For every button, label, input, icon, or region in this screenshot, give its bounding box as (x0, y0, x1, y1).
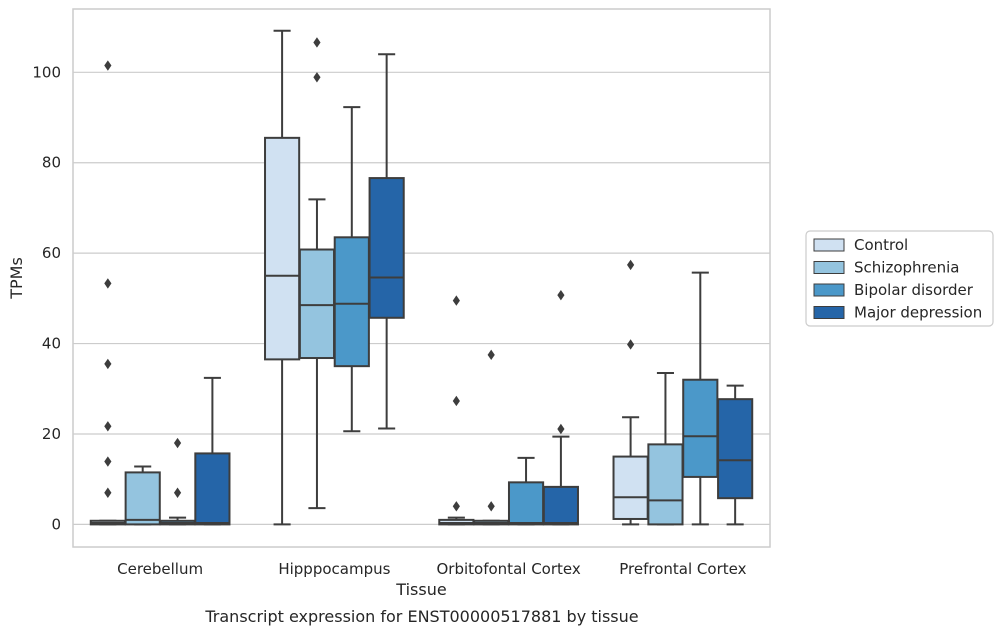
outlier-point (173, 487, 182, 498)
x-tick-label: Prefrontal Cortex (619, 560, 746, 578)
box-schizophrenia (124, 465, 161, 526)
outlier-point (487, 349, 495, 361)
legend-swatch (813, 238, 845, 252)
box-schizophrenia (473, 349, 510, 526)
outlier-point (313, 72, 321, 83)
box-bipolar-disorder (333, 106, 370, 433)
box-iqr (682, 378, 719, 478)
legend-swatch (813, 283, 845, 297)
y-tick-label: 60 (42, 244, 61, 262)
x-axis-label: Tissue (395, 580, 446, 599)
legend-label: Major depression (854, 304, 982, 322)
box-major-depression (542, 289, 579, 526)
x-tick-labels: Cerebellum Hipppocampus Orbitofontal Corte… (117, 560, 746, 578)
box-control (612, 259, 649, 526)
box-schizophrenia (298, 37, 336, 510)
outlier-point (557, 289, 565, 301)
legend-label: Bipolar disorder (854, 281, 974, 299)
box-bipolar-disorder (507, 456, 545, 526)
outlier-point (104, 358, 112, 370)
box-iqr (368, 177, 405, 319)
legend-label: Control (854, 236, 908, 254)
outlier-point (104, 60, 112, 71)
box-iqr (194, 452, 231, 526)
outlier-point (487, 501, 495, 512)
box-bipolar-disorder (159, 437, 196, 526)
outlier-point (452, 395, 460, 407)
x-tick-label: Cerebellum (117, 560, 203, 578)
y-tick-label: 100 (32, 63, 61, 81)
box-major-depression (717, 384, 754, 526)
box-iqr (717, 398, 754, 500)
x-tick-label: Hipppocampus (278, 560, 390, 578)
legend-swatch (813, 306, 845, 319)
outlier-point (313, 37, 321, 48)
box-iqr (333, 236, 370, 368)
outlier-point (452, 501, 460, 512)
box-iqr (264, 136, 301, 361)
outlier-point (173, 437, 182, 449)
outlier-point (627, 259, 635, 271)
plot-frame (72, 8, 771, 548)
y-tick-labels: 0 20 40 60 80 100 (32, 63, 61, 533)
y-axis-label: TPMs (7, 257, 26, 300)
legend-frame (805, 230, 994, 327)
outlier-point (627, 339, 635, 350)
outlier-point (104, 487, 112, 498)
box-control (89, 60, 126, 526)
y-tick-label: 80 (42, 154, 61, 172)
box-control (438, 295, 475, 526)
legend-swatch (813, 261, 845, 274)
outlier-point (104, 278, 112, 289)
y-tick-label: 0 (51, 515, 61, 533)
y-tick-label: 40 (42, 335, 61, 353)
box-iqr (647, 443, 684, 526)
legend: Control Schizophrenia Bipolar disorder Majo… (805, 230, 994, 327)
outlier-point (452, 295, 460, 306)
box-bipolar-disorder (682, 271, 719, 526)
box-major-depression (194, 376, 231, 526)
box-control (264, 29, 301, 526)
boxes (89, 29, 754, 526)
box-iqr (612, 455, 649, 520)
box-iqr (507, 481, 545, 526)
outlier-point (557, 423, 565, 435)
box-iqr (124, 471, 161, 526)
box-iqr (298, 248, 336, 360)
legend-label: Schizophrenia (854, 259, 959, 277)
chart-caption: Transcript expression for ENST0000051788… (204, 607, 638, 626)
outlier-point (104, 421, 112, 432)
x-tick-label: Orbitofontal Cortex (437, 560, 581, 578)
box-major-depression (368, 53, 405, 430)
y-tick-label: 20 (42, 425, 61, 443)
outlier-point (104, 456, 112, 467)
box-iqr (542, 485, 579, 526)
box-schizophrenia (647, 371, 684, 526)
